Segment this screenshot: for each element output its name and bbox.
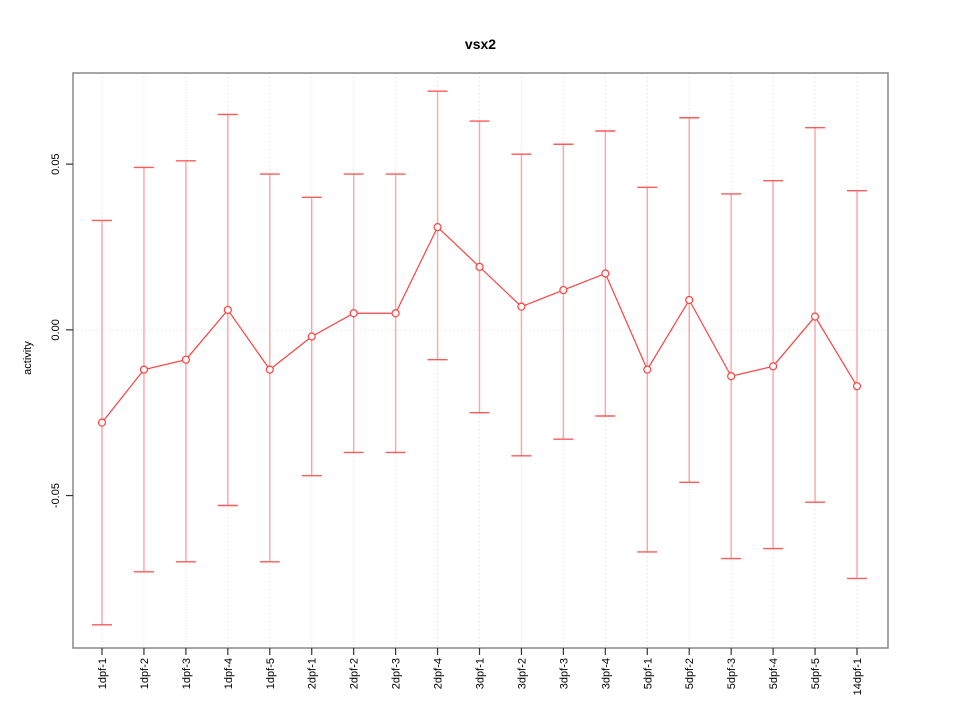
- plot-box: [72, 72, 889, 649]
- x-tick-label: 1dpf-4: [223, 658, 235, 689]
- x-tick-label: 1dpf-2: [139, 658, 151, 689]
- x-tick-label: 2dpf-2: [349, 658, 361, 689]
- data-point: [685, 295, 694, 305]
- x-tick-label: 5dpf-1: [642, 658, 654, 689]
- x-tick-label: 1dpf-3: [181, 658, 193, 689]
- x-tick-label: 2dpf-4: [433, 658, 445, 689]
- data-point: [475, 262, 484, 271]
- y-tick-label: -0.05: [50, 483, 62, 508]
- data-point: [643, 365, 652, 374]
- x-tick-label: 3dpf-2: [516, 658, 528, 689]
- y-tick-label: 0.00: [50, 319, 62, 340]
- data-point: [349, 309, 358, 318]
- x-tick-label: 5dpf-2: [684, 658, 696, 689]
- data-point: [223, 305, 232, 315]
- x-tick-label: 3dpf-1: [475, 658, 487, 689]
- data-point: [727, 372, 736, 381]
- x-tick-label: 5dpf-4: [768, 658, 780, 689]
- data-point: [769, 362, 778, 371]
- data-point: [181, 355, 190, 364]
- x-tick-label: 5dpf-5: [810, 658, 822, 689]
- data-point: [433, 223, 442, 232]
- data-point: [139, 365, 149, 374]
- data-point: [601, 269, 610, 278]
- x-tick-label: 5dpf-3: [726, 658, 738, 689]
- data-point: [517, 302, 526, 311]
- data-point: [559, 285, 568, 295]
- data-point: [97, 418, 107, 427]
- x-tick-label: 1dpf-5: [265, 658, 277, 689]
- data-point: [391, 309, 400, 318]
- y-tick-label: 0.05: [50, 153, 62, 174]
- x-tick-label: 3dpf-4: [600, 658, 612, 689]
- data-point: [307, 332, 316, 341]
- x-tick-label: 1dpf-1: [97, 658, 109, 689]
- x-tick-label: 2dpf-3: [391, 658, 403, 689]
- chart-title: vsx2: [464, 36, 497, 52]
- x-tick-label: 3dpf-3: [558, 658, 570, 689]
- data-point: [265, 365, 274, 374]
- x-tick-label: 14dpf-1: [852, 658, 864, 695]
- x-tick-label: 2dpf-1: [307, 658, 319, 689]
- data-point: [810, 312, 820, 321]
- data-point: [852, 382, 862, 391]
